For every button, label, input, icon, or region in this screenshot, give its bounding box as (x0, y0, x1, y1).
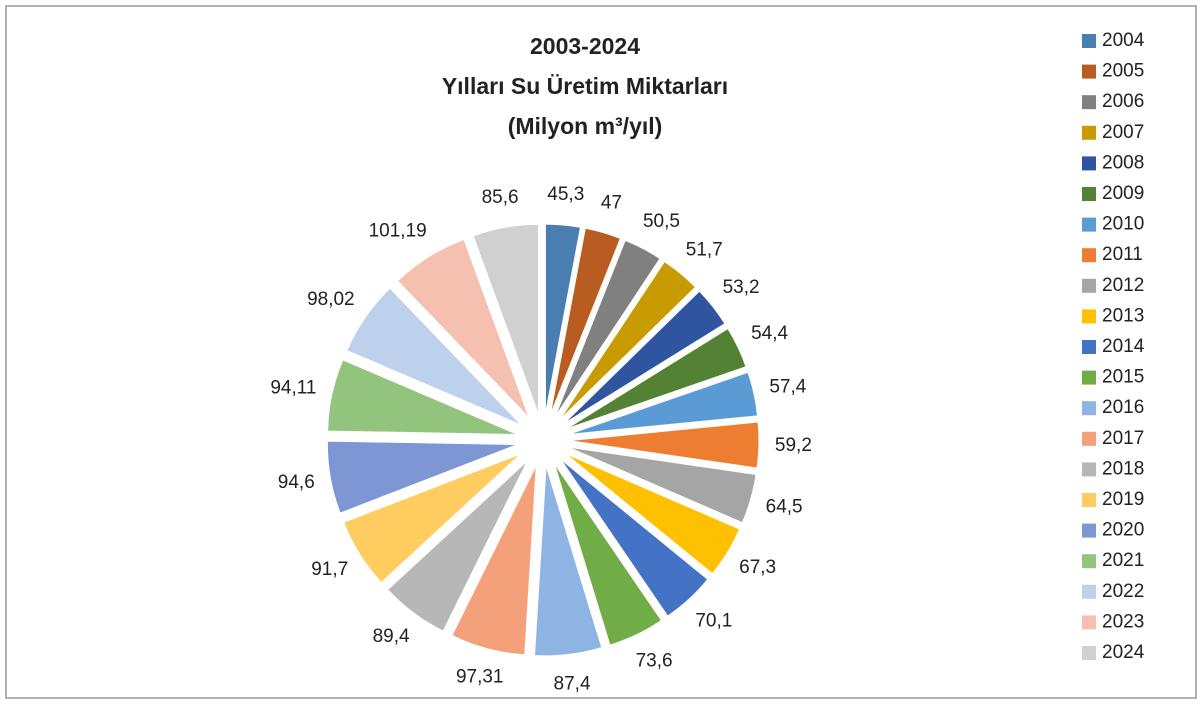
legend-swatch (1082, 370, 1096, 385)
legend-swatch (1082, 401, 1096, 416)
data-label: 57,4 (769, 376, 806, 397)
legend-label: 2019 (1102, 489, 1144, 510)
legend-label: 2007 (1102, 122, 1144, 143)
pie-slice (563, 290, 726, 425)
data-label: 98,02 (307, 289, 355, 310)
legend-label: 2010 (1102, 214, 1144, 235)
data-label: 101,19 (369, 220, 427, 241)
pie-slice (544, 223, 582, 415)
legend-label: 2008 (1102, 152, 1144, 173)
legend-label: 2009 (1102, 183, 1144, 204)
legend-label: 2005 (1102, 61, 1144, 82)
legend-swatch (1082, 217, 1096, 232)
pie-slice (559, 260, 697, 421)
pie-slice (568, 371, 759, 435)
legend-swatch (1082, 34, 1096, 48)
data-label: 87,4 (554, 673, 591, 694)
legend-label: 2016 (1102, 397, 1144, 418)
pie-slice (346, 287, 522, 426)
data-label: 64,5 (766, 496, 803, 517)
pie-slice (326, 440, 518, 514)
legend-swatch (1082, 462, 1096, 477)
legend-swatch (1082, 523, 1096, 538)
pie-slice (396, 238, 530, 419)
legend-swatch (1082, 64, 1096, 79)
legend-label: 2011 (1102, 244, 1143, 265)
data-label: 47 (601, 193, 622, 214)
legend-label: 2023 (1102, 611, 1144, 632)
legend-label: 2024 (1102, 642, 1145, 663)
legend-swatch (1082, 156, 1096, 171)
pie-slice (567, 446, 757, 524)
data-label: 50,5 (643, 211, 680, 232)
legend-label: 2020 (1102, 520, 1144, 541)
data-label: 67,3 (739, 557, 776, 578)
data-label: 94,6 (278, 472, 315, 493)
data-label: 89,4 (373, 626, 410, 647)
data-label: 94,11 (270, 377, 316, 398)
pie-slice (343, 453, 522, 584)
data-label: 85,6 (482, 187, 519, 208)
legend-label: 2012 (1102, 275, 1144, 296)
pie-slice (568, 421, 760, 469)
pie-slice (560, 458, 709, 617)
data-label: 53,2 (723, 277, 760, 298)
legend-swatch (1082, 309, 1096, 324)
pie-slice (451, 464, 537, 656)
legend-label: 2004 (1102, 30, 1145, 51)
legend-swatch (1082, 615, 1096, 630)
legend-swatch (1082, 584, 1096, 599)
data-label: 59,2 (775, 435, 812, 456)
data-label: 97,31 (456, 667, 504, 688)
legend-swatch (1082, 248, 1096, 263)
data-label: 91,7 (311, 559, 348, 580)
data-label: 45,3 (547, 184, 584, 205)
legend-label: 2014 (1102, 336, 1145, 357)
chart-title: (Milyon m³/yıl) (508, 113, 663, 139)
legend-swatch (1082, 125, 1096, 140)
legend-swatch (1082, 431, 1096, 446)
pie-slice (554, 239, 661, 418)
legend-label: 2022 (1102, 581, 1144, 602)
legend-label: 2015 (1102, 367, 1144, 388)
legend-label: 2006 (1102, 91, 1144, 112)
data-label: 54,4 (751, 323, 788, 344)
pie-slice (553, 463, 663, 646)
data-label: 70,1 (695, 610, 732, 631)
chart-title: 2003-2024 (530, 33, 640, 59)
legend-swatch (1082, 340, 1096, 354)
legend-label: 2013 (1102, 305, 1144, 326)
legend-label: 2021 (1102, 550, 1144, 571)
legend-label: 2017 (1102, 428, 1144, 449)
pie-slice (566, 327, 747, 430)
legend-label: 2018 (1102, 458, 1144, 479)
pie-slice (387, 460, 528, 632)
pie-slice (327, 359, 518, 436)
legend-swatch (1082, 646, 1096, 660)
chart-title: Yılları Su Üretim Miktarları (442, 73, 728, 99)
pie-slice (549, 227, 622, 416)
legend-swatch (1082, 95, 1096, 110)
pie-slice (472, 223, 539, 415)
pie-slice (564, 453, 741, 575)
data-label: 73,6 (636, 651, 673, 672)
legend-swatch (1082, 554, 1096, 569)
legend-swatch (1082, 493, 1096, 507)
data-label: 51,7 (686, 239, 723, 260)
legend-swatch (1082, 187, 1096, 201)
legend-swatch (1082, 278, 1096, 293)
pie-slice (533, 465, 603, 657)
